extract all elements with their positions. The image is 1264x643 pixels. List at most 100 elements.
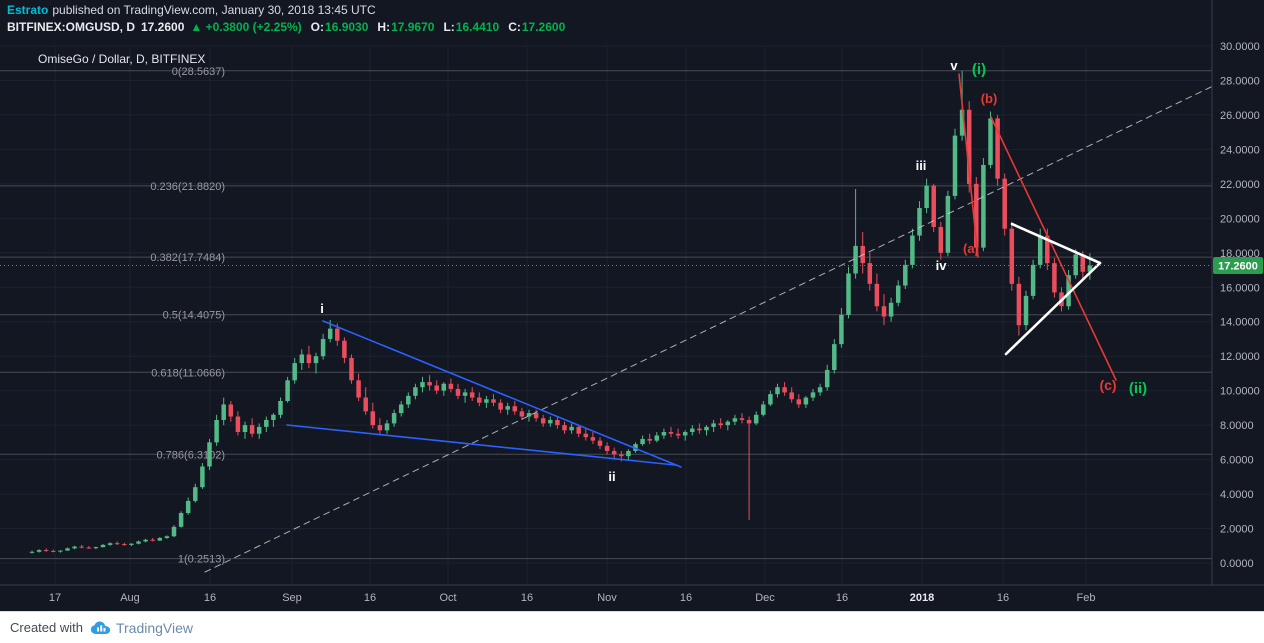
candle <box>86 546 92 549</box>
candle <box>526 409 532 422</box>
candle <box>775 383 780 398</box>
candle <box>36 549 42 553</box>
candle <box>626 449 631 460</box>
blue-wedge-upper[interactable] <box>322 320 682 468</box>
triangle-lower[interactable] <box>1004 261 1102 356</box>
candle <box>391 409 397 427</box>
time-tick: Feb <box>1077 592 1096 604</box>
candle <box>519 407 525 420</box>
wave-label: (c) <box>1099 377 1116 393</box>
fib-label: 0(28.5637) <box>172 66 225 78</box>
price-change: ▲ +0.3800 (+2.25%) <box>190 20 302 34</box>
fib-label: 0.786(6.3102) <box>157 449 226 461</box>
candle <box>72 545 77 550</box>
blue-wedge-lower[interactable] <box>286 424 676 466</box>
candle <box>207 438 212 470</box>
time-tick: 16 <box>521 592 533 604</box>
high-label: H: <box>377 20 391 34</box>
drawings-layer[interactable] <box>204 73 1212 573</box>
candle <box>306 345 312 369</box>
candle <box>349 354 354 384</box>
low-value: 16.4410 <box>455 20 500 34</box>
attribution-footer: Created with TradingView <box>0 611 1264 643</box>
candle <box>299 349 305 370</box>
open-label: O: <box>310 20 325 34</box>
price-tick: 12.0000 <box>1220 351 1260 363</box>
candle <box>924 178 929 214</box>
candle <box>789 387 794 403</box>
candle <box>1023 290 1029 331</box>
candle <box>51 549 56 553</box>
svg-text:17.2600: 17.2600 <box>1218 261 1258 273</box>
price-tick: 24.0000 <box>1220 144 1260 156</box>
wave-label: i <box>320 301 324 316</box>
candle <box>228 401 234 422</box>
price-tick: 2.0000 <box>1220 524 1254 536</box>
last-price: 17.2600 <box>141 20 185 34</box>
candle <box>981 158 986 252</box>
candle <box>938 221 944 260</box>
candle <box>441 382 447 396</box>
candle <box>910 228 915 269</box>
candle <box>810 388 816 402</box>
red-line-v-to-a[interactable] <box>958 73 979 258</box>
time-tick: 17 <box>49 592 61 604</box>
fib-label: 0.5(14.4075) <box>163 310 225 322</box>
candle <box>1073 249 1078 279</box>
candle <box>214 414 219 446</box>
wave-label: (ii) <box>1129 380 1147 397</box>
candle <box>753 411 759 426</box>
time-tick: Sep <box>282 592 302 604</box>
time-tick: 2018 <box>910 592 934 604</box>
wave-label: iii <box>916 158 927 173</box>
created-with-label: Created with <box>10 620 83 635</box>
candle <box>640 435 645 446</box>
candle <box>739 413 745 424</box>
author-link[interactable]: Estrato <box>7 3 49 17</box>
candle <box>704 425 709 436</box>
candle <box>917 201 922 241</box>
high-value: 17.9670 <box>391 20 435 34</box>
candle <box>654 432 660 443</box>
red-line-b-to-c[interactable] <box>990 116 1117 381</box>
candle <box>65 547 70 551</box>
candle <box>271 413 276 427</box>
tradingview-wordmark[interactable]: TradingView <box>115 619 194 636</box>
candle <box>193 483 198 503</box>
candle <box>58 550 63 553</box>
price-axis[interactable]: 0.0000 2.0000 4.0000 6.0000 8.0000 10.0000 12.… <box>1211 0 1263 585</box>
candle <box>995 114 1000 186</box>
candles-layer <box>29 70 1093 554</box>
price-tick: 20.0000 <box>1220 213 1260 225</box>
symbol-label: BITFINEX:OMGUSD, D <box>7 20 135 34</box>
publish-header: Estrato published on TradingView.com, Jan… <box>7 3 376 17</box>
candle <box>122 542 127 546</box>
candle <box>874 273 880 312</box>
candle <box>370 402 376 429</box>
dashed-support-line[interactable] <box>204 86 1212 573</box>
candle <box>413 383 418 400</box>
tradingview-logo-icon[interactable] <box>90 621 111 635</box>
time-axis[interactable]: 17 Aug 16 Sep 16 Oct 16 Nov 16 Dec 16 2018 16 Feb <box>0 584 1264 604</box>
candle <box>114 541 120 545</box>
close-label: C: <box>508 20 521 34</box>
candle <box>498 399 503 414</box>
fib-retracement[interactable]: 0(28.5637) 0.236(21.8820) 0.382(17.7484) 0.… <box>0 66 1212 566</box>
candle <box>107 542 113 546</box>
candle <box>732 414 738 426</box>
price-tick: 22.0000 <box>1220 179 1260 191</box>
price-tick: 14.0000 <box>1220 317 1260 329</box>
candle <box>718 418 723 429</box>
chart-title: OmiseGo / Dollar, D, BITFINEX <box>38 52 206 66</box>
candle <box>384 419 390 434</box>
candlestick-chart[interactable]: 0(28.5637) 0.236(21.8820) 0.382(17.7484) 0.… <box>0 0 1264 611</box>
candle <box>725 419 731 431</box>
triangle-upper[interactable] <box>1010 222 1102 265</box>
wave-label: (i) <box>972 61 986 78</box>
price-tick: 18.0000 <box>1220 248 1260 260</box>
fib-label: 0.618(11.0666) <box>151 367 225 379</box>
candle <box>945 190 951 257</box>
candle <box>1016 276 1022 336</box>
